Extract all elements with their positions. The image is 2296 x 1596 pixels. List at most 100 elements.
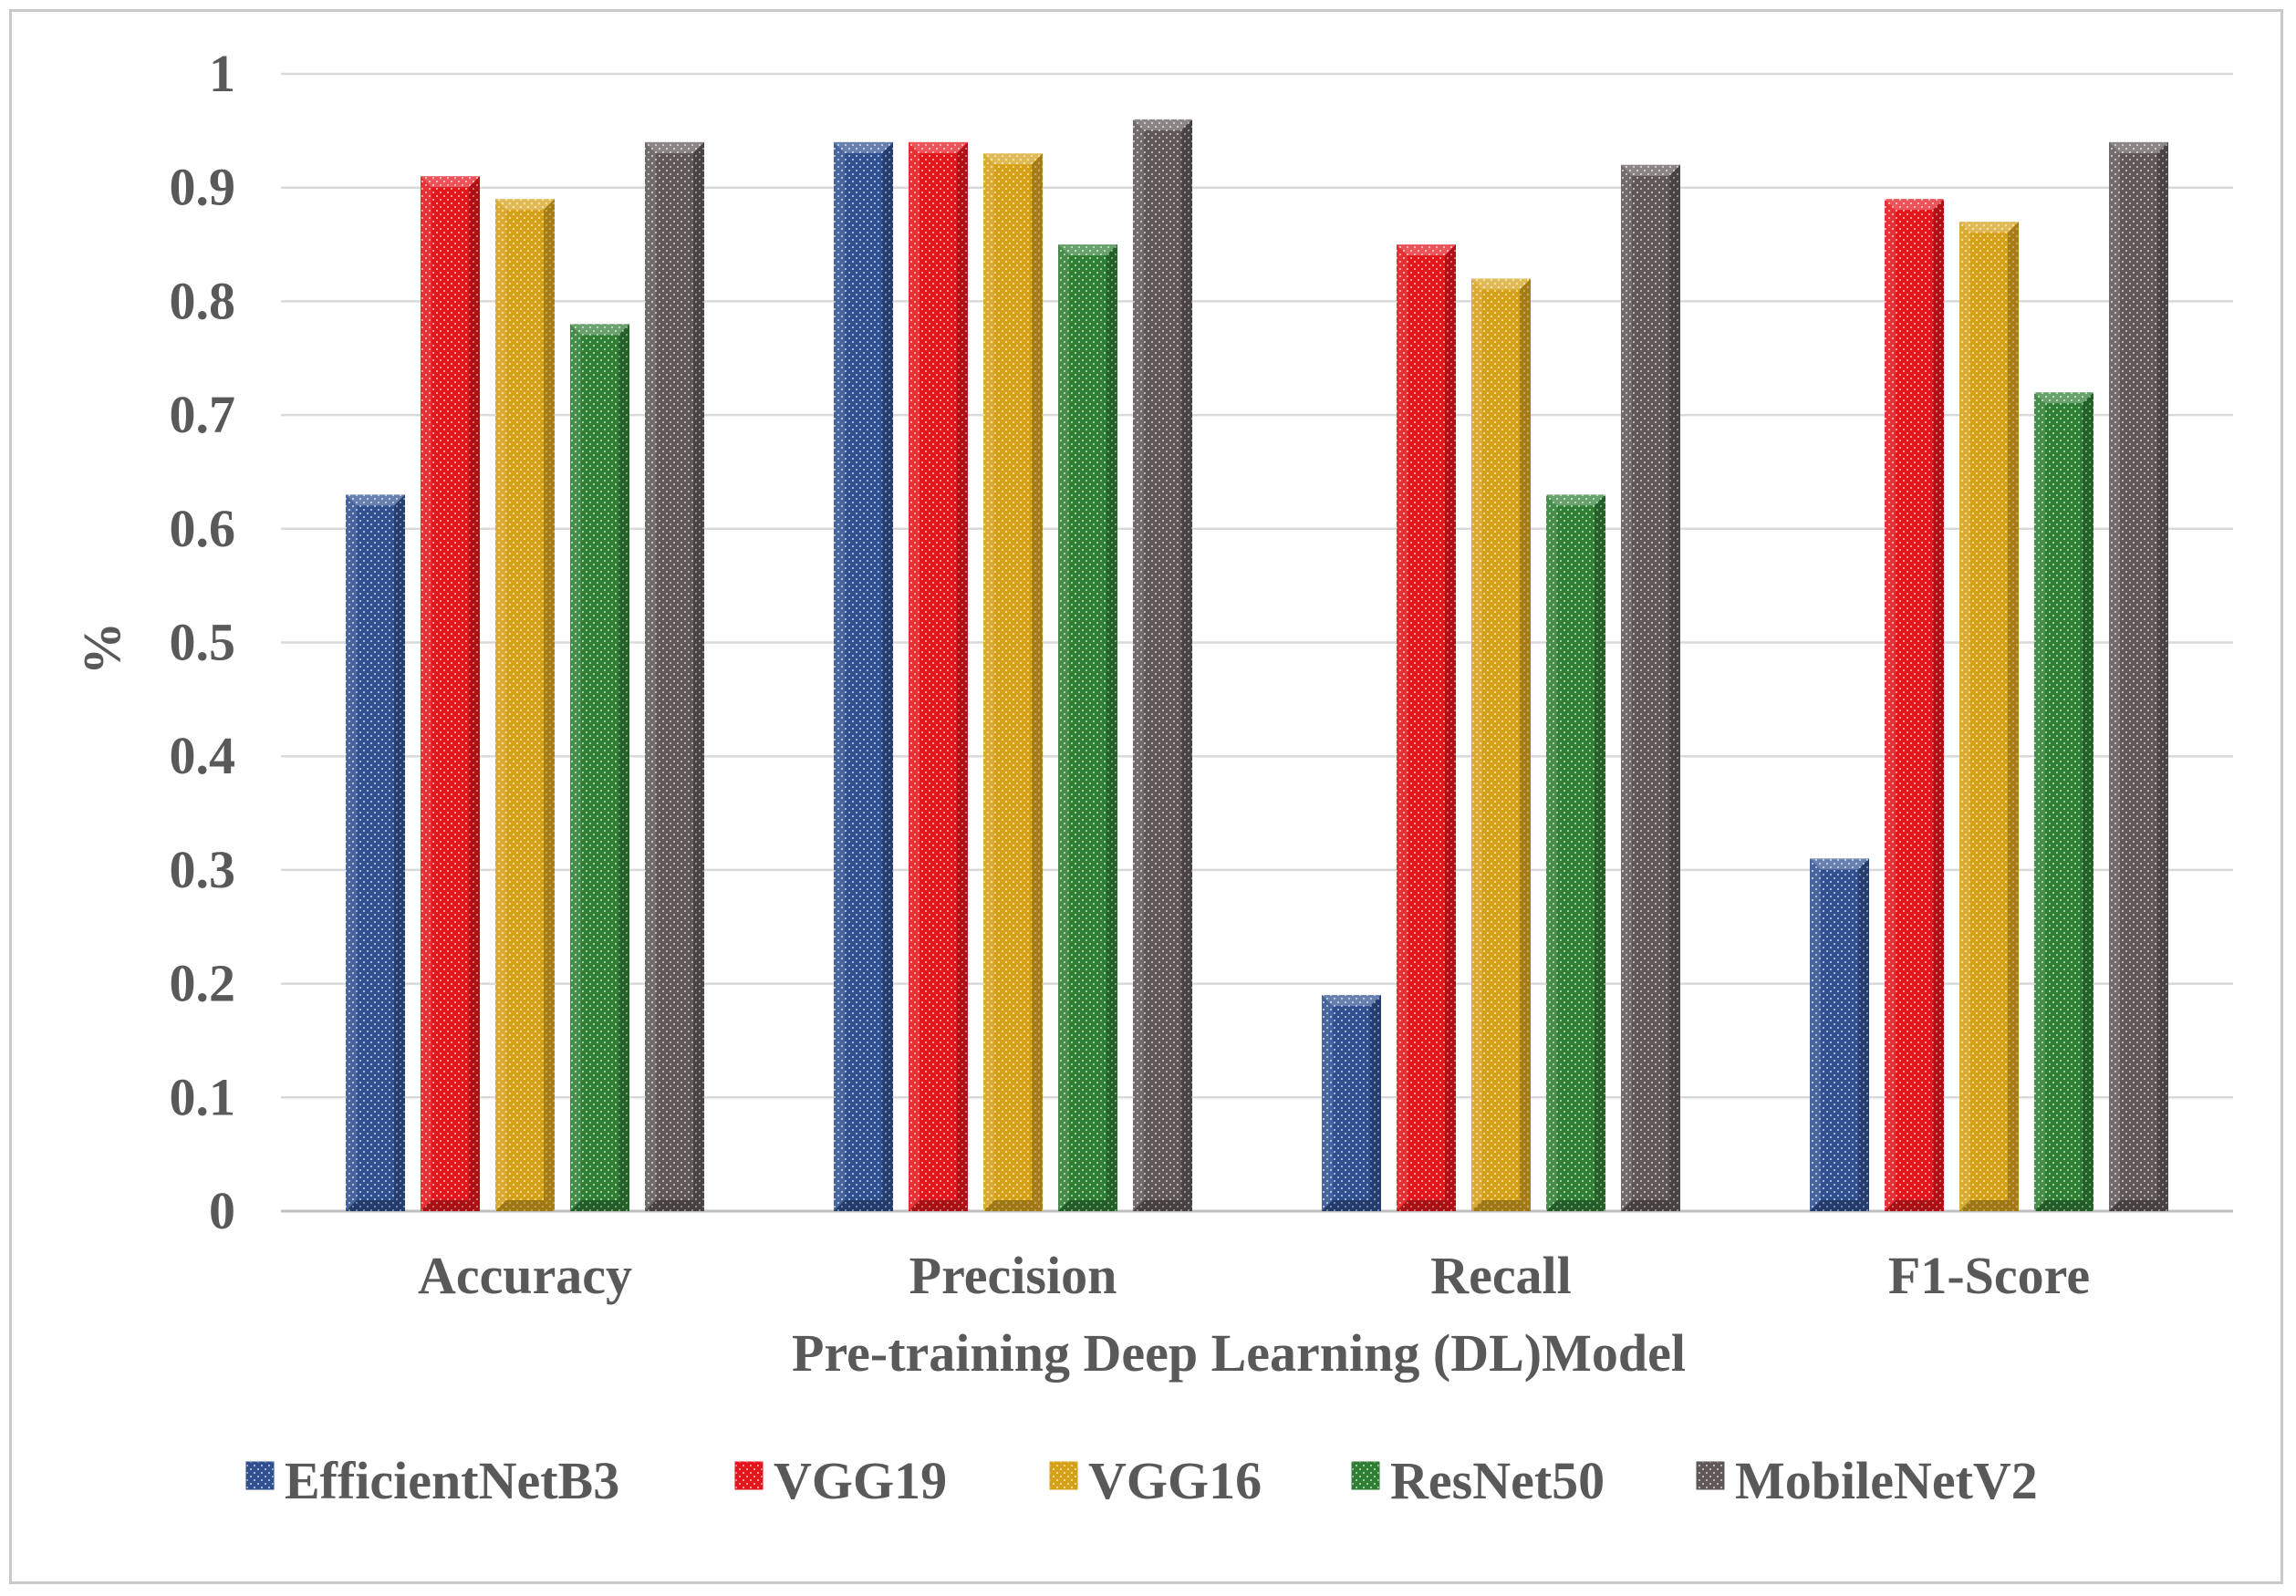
- bar-bevel-left: [2109, 141, 2120, 1211]
- bar-vgg19-accuracy: [421, 176, 480, 1212]
- bar-bevel-left: [1621, 164, 1632, 1211]
- bar-bevel-right: [957, 141, 968, 1211]
- bar-bevel-right: [2008, 222, 2019, 1212]
- bar-bevel-left: [1471, 278, 1482, 1212]
- x-category-label-f1-score: F1-Score: [1888, 1246, 2090, 1305]
- bar-bevel-top: [1959, 222, 2019, 233]
- bar-vgg19-precision: [909, 141, 968, 1211]
- bar-bevel-top: [1810, 858, 1869, 870]
- bar-bevel-bottom: [421, 1200, 480, 1211]
- bar-bevel-right: [1445, 244, 1456, 1211]
- legend: EfficientNetB3 VGG19 VGG16 ResNet50 MobileNe…: [245, 1451, 2038, 1510]
- legend-label: MobileNetV2: [1735, 1451, 2038, 1510]
- bar-bevel-right: [394, 494, 405, 1211]
- bar-bevel-bottom: [1058, 1200, 1117, 1211]
- bar-bevel-right: [469, 176, 480, 1212]
- bar-bevel-right: [2083, 392, 2093, 1211]
- bar-bevel-left: [1810, 858, 1821, 1211]
- bar-face: [1546, 494, 1605, 1211]
- bar-bevel-top: [834, 141, 893, 153]
- bar-bevel-right: [1669, 164, 1680, 1211]
- bar-bevel-top: [2034, 392, 2093, 404]
- bar-face: [1133, 119, 1192, 1211]
- bar-bevel-bottom: [645, 1200, 704, 1211]
- bar-efficientnetb3-precision: [834, 141, 893, 1211]
- x-axis-categories: Accuracy Precision Recall F1-Score: [418, 1246, 2090, 1305]
- bar-bevel-top: [645, 141, 704, 153]
- bar-face: [1885, 199, 1944, 1211]
- legend-swatch: [734, 1461, 764, 1490]
- y-tick-label: 0.4: [170, 726, 236, 785]
- bar-bevel-left: [1959, 222, 1970, 1212]
- legend-item-vgg16: VGG16: [1049, 1451, 1262, 1510]
- bar-bevel-top: [1133, 119, 1192, 130]
- bar-resnet50-precision: [1058, 244, 1117, 1211]
- bar-bevel-left: [2034, 392, 2045, 1211]
- legend-item-resnet50: ResNet50: [1351, 1451, 1605, 1510]
- chart-frame: 0 0.1 0.2 0.3 0.4 0.5 0.6 0.7 0.8 0.9 1 Accuracy Pr…: [9, 9, 2283, 1584]
- bar-face: [2109, 141, 2168, 1211]
- bar-vgg19-recall: [1397, 244, 1456, 1211]
- bar-mobilenetv2-precision: [1133, 119, 1192, 1211]
- bar-face: [1058, 244, 1117, 1211]
- y-tick-label: 0.7: [170, 385, 236, 444]
- bar-bevel-bottom: [2109, 1200, 2168, 1211]
- bar-face: [495, 199, 555, 1211]
- bar-bevel-left: [909, 141, 919, 1211]
- bar-resnet50-accuracy: [570, 324, 629, 1212]
- bar-bevel-bottom: [2034, 1200, 2093, 1211]
- bar-bevel-left: [834, 141, 845, 1211]
- y-tick-label: 0: [209, 1181, 235, 1240]
- bar-efficientnetb3-f1-score: [1810, 858, 1869, 1211]
- y-tick-label: 0.6: [170, 499, 236, 558]
- bar-bevel-left: [1058, 244, 1069, 1211]
- x-axis-title: Pre-training Deep Learning (DL)Model: [792, 1323, 1686, 1383]
- bar-bevel-left: [1546, 494, 1557, 1211]
- bar-bevel-bottom: [1546, 1200, 1605, 1211]
- bar-bevel-bottom: [834, 1200, 893, 1211]
- bar-face: [645, 141, 704, 1211]
- bar-bevel-right: [1520, 278, 1531, 1212]
- bar-bevel-bottom: [346, 1200, 405, 1211]
- legend-swatch: [1696, 1461, 1725, 1490]
- bar-bevel-right: [1370, 995, 1381, 1211]
- bar-bevel-left: [645, 141, 656, 1211]
- bar-face: [421, 176, 480, 1212]
- bar-chart: 0 0.1 0.2 0.3 0.4 0.5 0.6 0.7 0.8 0.9 1 Accuracy Pr…: [72, 44, 2233, 1510]
- bar-face: [1959, 222, 2019, 1212]
- bar-mobilenetv2-accuracy: [645, 141, 704, 1211]
- bar-efficientnetb3-accuracy: [346, 494, 405, 1211]
- bar-face: [1471, 278, 1531, 1212]
- bar-bevel-top: [983, 153, 1043, 165]
- bar-bevel-left: [1885, 199, 1896, 1211]
- legend-label: ResNet50: [1390, 1451, 1605, 1510]
- bar-vgg16-precision: [983, 153, 1043, 1211]
- bar-bevel-left: [495, 199, 506, 1211]
- legend-swatch: [1049, 1461, 1078, 1490]
- bar-bevel-top: [1546, 494, 1605, 506]
- bar-bevel-left: [346, 494, 357, 1211]
- y-tick-label: 0.8: [170, 271, 236, 330]
- bar-bevel-right: [1032, 153, 1043, 1211]
- bar-bevel-left: [1322, 995, 1333, 1211]
- bar-resnet50-f1-score: [2034, 392, 2093, 1211]
- bars: [346, 119, 2168, 1212]
- y-tick-label: 0.3: [170, 840, 236, 899]
- bar-face: [1322, 995, 1381, 1211]
- bar-bevel-top: [1397, 244, 1456, 256]
- y-tick-label: 1: [209, 44, 235, 103]
- x-category-label-accuracy: Accuracy: [418, 1246, 632, 1305]
- bar-bevel-top: [346, 494, 405, 506]
- bar-face: [1397, 244, 1456, 1211]
- bar-resnet50-recall: [1546, 494, 1605, 1211]
- bar-face: [346, 494, 405, 1211]
- legend-swatch: [1351, 1461, 1380, 1490]
- bar-bevel-top: [1471, 278, 1531, 290]
- bar-bevel-left: [1397, 244, 1408, 1211]
- bar-bevel-right: [1595, 494, 1605, 1211]
- bar-bevel-top: [570, 324, 629, 336]
- bar-bevel-top: [2109, 141, 2168, 153]
- bar-bevel-right: [693, 141, 704, 1211]
- bar-bevel-right: [1181, 119, 1192, 1211]
- bar-bevel-bottom: [1471, 1200, 1531, 1211]
